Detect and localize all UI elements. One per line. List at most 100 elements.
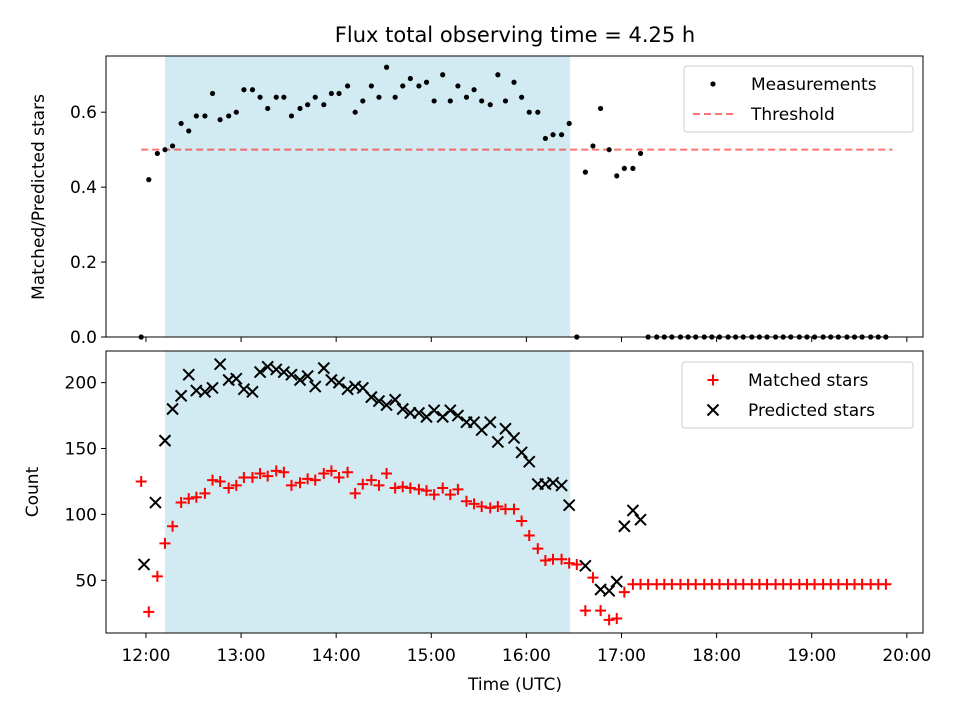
measurement-point [495, 72, 501, 78]
matched-star-point [278, 466, 290, 478]
matched-star-point [143, 606, 155, 618]
measurement-point [226, 113, 232, 119]
measurement-point [162, 147, 168, 153]
matched-star-point [381, 468, 393, 480]
predicted-star-point [444, 404, 457, 417]
matched-star-point [563, 557, 575, 569]
plot-frame [105, 55, 924, 338]
measurement-point [146, 177, 152, 183]
measurement-point [249, 87, 256, 93]
measurement-point [614, 173, 620, 179]
measurement-point [281, 94, 287, 100]
matched-star-point [484, 502, 496, 514]
matched-star-point [167, 520, 179, 532]
predicted-star-point [270, 363, 283, 376]
matched-star-point [532, 543, 544, 555]
predicted-star-point [396, 402, 409, 416]
measurement-point [535, 109, 541, 115]
matched-star-point [302, 473, 314, 485]
matched-star-point [603, 614, 615, 626]
matched-star-point [325, 465, 337, 477]
matched-star-point [579, 605, 591, 617]
matched-star-point [539, 555, 551, 567]
measurement-point [502, 98, 509, 104]
measurement-point [321, 102, 327, 108]
y-tick-label: 50 [75, 571, 97, 591]
predicted-star-point [412, 406, 426, 420]
matched-star-point [476, 500, 488, 512]
measurement-point [479, 98, 485, 104]
matched-star-point [452, 483, 464, 495]
matched-star-point [595, 605, 607, 617]
measurement-point [202, 113, 208, 119]
measurement-point [193, 113, 199, 119]
top-panel: 0.0 0.2 0.4 0.6 Matched/Predicted stars Mea… [29, 55, 924, 348]
predicted-star-point [579, 559, 592, 573]
matched-star-point [397, 481, 409, 493]
matched-star-point [389, 482, 401, 494]
measurement-point [217, 117, 223, 123]
matched-star-point [571, 558, 583, 570]
matched-star-point [285, 479, 297, 491]
measurement-point [463, 94, 470, 100]
matched-star-point [492, 500, 504, 512]
matched-star-point [262, 470, 274, 482]
predicted-star-point [380, 398, 393, 412]
x-tick-label: 20:00 [882, 646, 931, 666]
measurement-point [169, 143, 176, 149]
matched-star-point [880, 578, 892, 590]
measurement-point [526, 109, 532, 115]
matched-star-point [365, 474, 377, 486]
measurement-point [288, 113, 295, 119]
y-tick-label: 200 [65, 374, 97, 394]
measurement-point [312, 94, 318, 100]
predicted-star-point [332, 376, 346, 389]
predicted-star-point [237, 383, 251, 396]
matched-star-point [508, 503, 520, 515]
measurement-point [431, 98, 437, 104]
matched-star-point [246, 472, 258, 484]
predicted-star-point [365, 390, 378, 404]
matched-star-point [183, 493, 195, 505]
measurement-point [550, 132, 556, 138]
matched-star-point [333, 472, 345, 484]
legend-measurements-label: Measurements [751, 75, 877, 95]
predicted-star-point [317, 361, 331, 375]
measurement-point [606, 147, 612, 153]
measurement-point [447, 98, 453, 104]
matched-star-point [318, 468, 330, 480]
matched-star-point [404, 482, 416, 494]
predicted-star-point [149, 496, 162, 509]
y-tick-label: 100 [65, 505, 97, 525]
measurement-point [423, 79, 430, 85]
predicted-star-point [562, 498, 576, 512]
measurement-point [566, 120, 572, 127]
matched-star-point [342, 466, 354, 478]
bottom-legend: Matched stars Predicted stars [681, 361, 914, 429]
matched-star-point [199, 487, 211, 499]
matched-star-point [587, 572, 599, 584]
predicted-star-point [182, 368, 195, 381]
predicted-star-point [388, 393, 402, 406]
x-axis-label: Time (UTC) [467, 675, 562, 695]
measurement-point [209, 90, 216, 97]
measurement-point [186, 128, 192, 134]
predicted-star-point [158, 434, 172, 447]
measurement-point [630, 165, 636, 171]
predicted-star-point [166, 402, 179, 416]
matched-star-point [618, 586, 630, 598]
matched-star-point [460, 495, 472, 507]
predicted-star-point [285, 368, 298, 381]
measurement-point [621, 165, 627, 171]
measurement-point [400, 83, 406, 89]
measurement-point [376, 94, 382, 100]
matched-star-point [357, 478, 369, 490]
x-tick-label: 12:00 [121, 646, 170, 666]
matched-star-point [223, 482, 235, 494]
predicted-star-point [523, 455, 536, 468]
measurement-point [455, 83, 461, 89]
measurement-point [597, 105, 604, 112]
measurement-point [360, 98, 366, 104]
predicted-star-point [253, 365, 267, 379]
